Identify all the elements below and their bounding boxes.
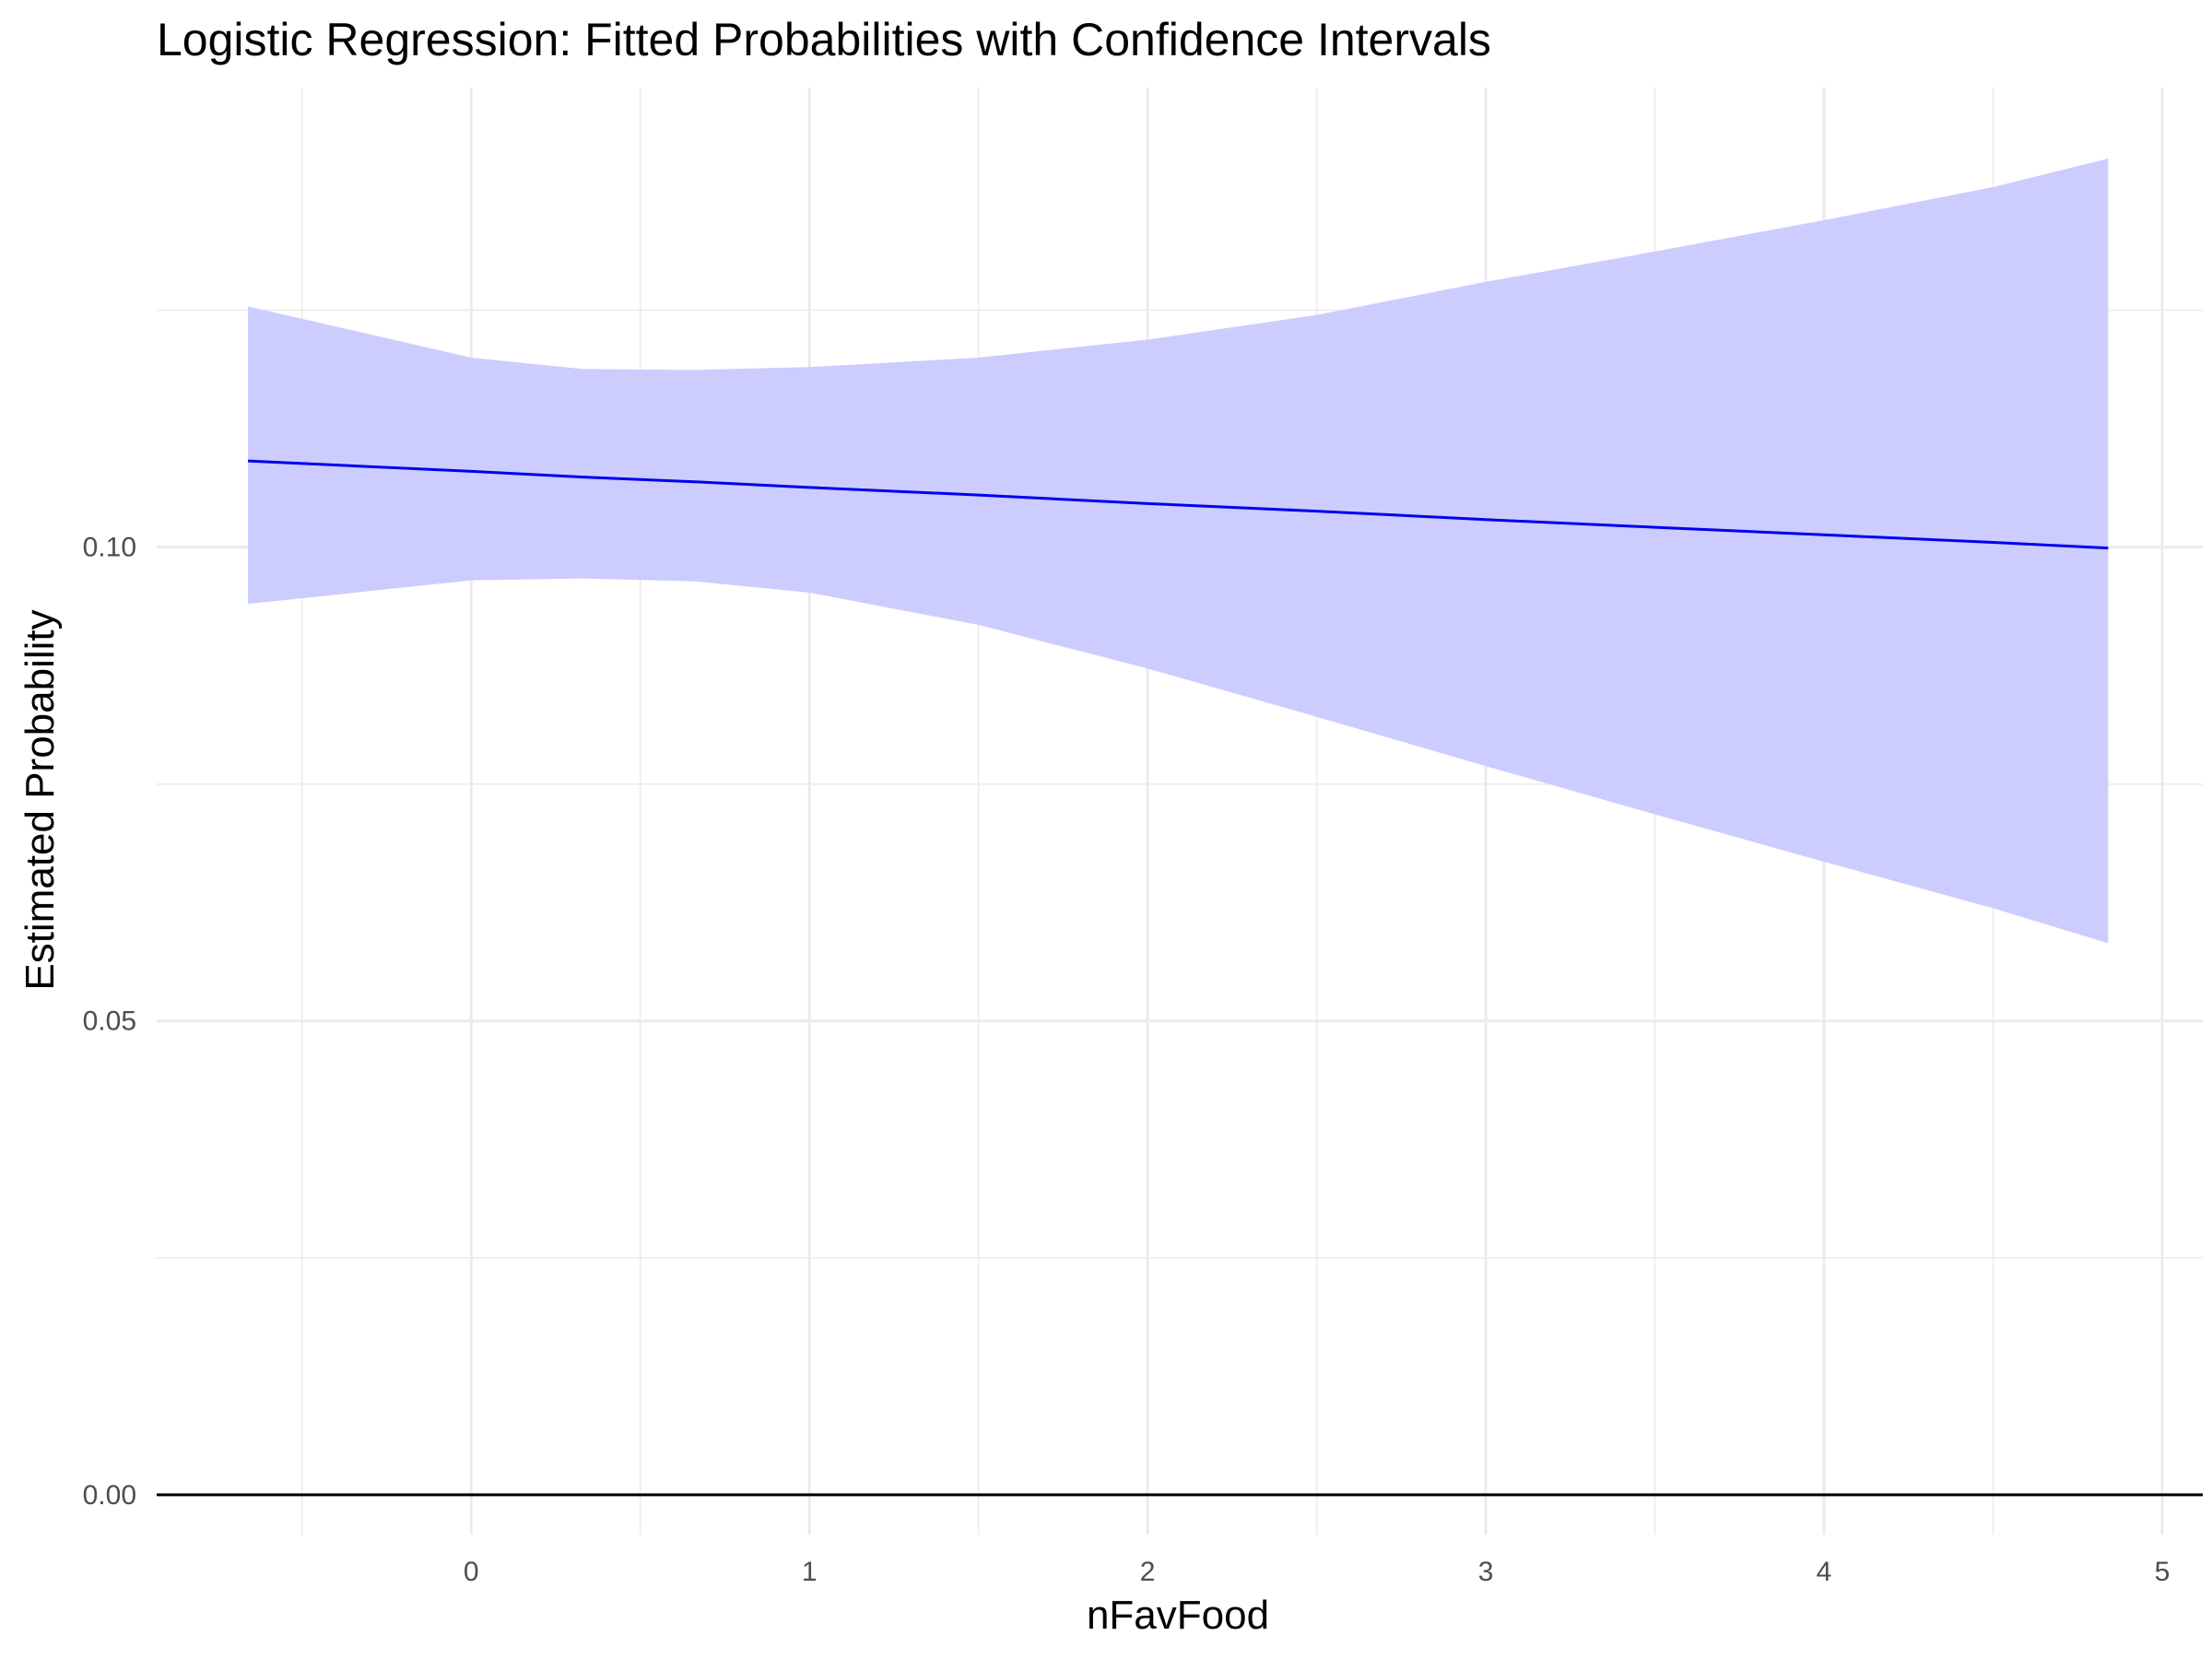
x-axis-ticks: 0 1 2 3 4 5 bbox=[464, 1557, 2170, 1587]
y-tick-label: 0.10 bbox=[83, 533, 136, 563]
x-tick-label: 2 bbox=[1140, 1557, 1156, 1587]
x-tick-label: 1 bbox=[802, 1557, 818, 1587]
fitted-probability-line bbox=[248, 459, 2109, 550]
x-tick-label: 0 bbox=[464, 1557, 479, 1587]
confidence-band bbox=[248, 159, 2109, 944]
y-tick-label: 0.00 bbox=[83, 1480, 136, 1511]
y-axis-label: Estimated Probability bbox=[18, 609, 63, 991]
x-axis-label: nFavFood bbox=[1086, 1593, 1270, 1638]
y-tick-label: 0.05 bbox=[83, 1006, 136, 1037]
x-tick-label: 5 bbox=[2155, 1557, 2171, 1587]
confidence-band-layer bbox=[248, 159, 2109, 944]
fit-line-layer bbox=[248, 459, 2109, 550]
chart-title: Logistic Regression: Fitted Probabilitie… bbox=[157, 14, 1491, 65]
x-tick-label: 3 bbox=[1478, 1557, 1494, 1587]
x-tick-label: 4 bbox=[1817, 1557, 1832, 1587]
y-axis-ticks: 0.00 0.05 0.10 bbox=[83, 533, 136, 1511]
